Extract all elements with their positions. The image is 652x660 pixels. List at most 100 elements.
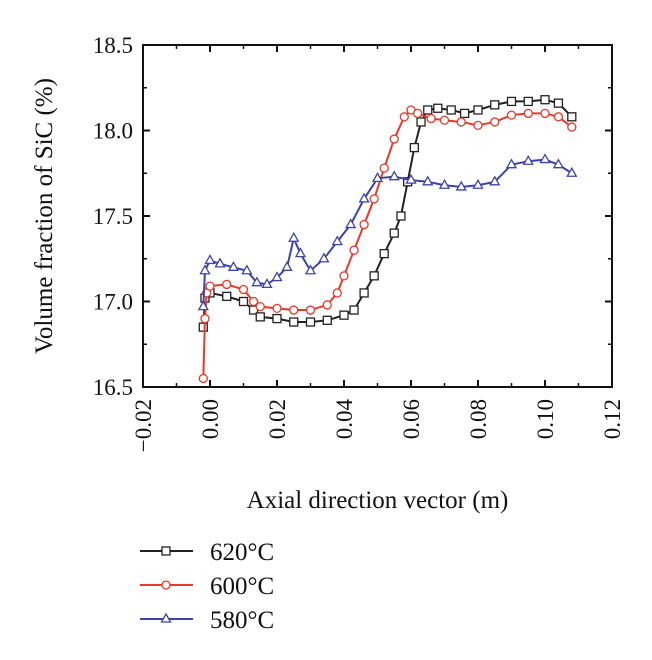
data-point xyxy=(318,252,330,263)
data-point xyxy=(238,284,249,295)
data-point xyxy=(455,180,467,191)
data-point xyxy=(322,315,332,325)
plot-area xyxy=(197,95,578,384)
data-point xyxy=(227,260,240,271)
x-tick-label: 0.12 xyxy=(600,399,625,439)
data-point xyxy=(567,122,577,132)
legend: 620°C 600°C 580°C xyxy=(140,539,274,634)
data-point xyxy=(332,288,342,298)
data-point xyxy=(523,96,533,107)
data-point xyxy=(459,108,470,119)
data-point xyxy=(456,117,466,127)
legend-marker xyxy=(161,546,171,556)
data-point xyxy=(339,271,349,281)
x-tick-label: 0.00 xyxy=(198,399,223,439)
data-point xyxy=(413,108,423,119)
data-point xyxy=(472,178,484,189)
data-point xyxy=(505,158,518,169)
data-point xyxy=(566,166,578,177)
data-point xyxy=(294,247,307,258)
data-point xyxy=(199,264,211,275)
data-point xyxy=(359,219,369,230)
series-line xyxy=(202,98,573,328)
series-0 xyxy=(198,95,577,332)
legend-marker xyxy=(161,580,171,590)
data-point xyxy=(281,260,293,271)
x-axis-title: Axial direction vector (m) xyxy=(247,487,509,514)
data-point xyxy=(345,218,357,229)
data-point xyxy=(409,142,420,153)
data-point xyxy=(439,115,450,125)
data-point xyxy=(200,313,210,324)
x-tick-label: 0.08 xyxy=(466,399,491,439)
data-point xyxy=(388,170,400,181)
data-point xyxy=(241,264,253,275)
x-tick-label: 0.06 xyxy=(399,399,424,439)
data-point xyxy=(446,105,456,115)
data-point xyxy=(540,95,550,105)
data-point xyxy=(389,134,399,144)
data-point xyxy=(369,271,379,281)
x-tick-label: 0.02 xyxy=(265,399,290,439)
data-point xyxy=(272,313,282,324)
axes: −0.02 0.00 0.02 0.04 0.06 0.08 0.10 0.12 16.5 17.… xyxy=(93,33,625,452)
data-point xyxy=(433,103,443,113)
series-line xyxy=(202,108,573,379)
data-point xyxy=(251,276,263,287)
data-point xyxy=(552,158,565,169)
data-point xyxy=(540,108,550,119)
data-point xyxy=(359,288,369,298)
data-point xyxy=(369,194,379,204)
y-tick-label: 18.5 xyxy=(93,33,133,58)
data-point xyxy=(567,112,577,122)
data-point xyxy=(255,312,265,322)
data-point xyxy=(379,248,389,259)
legend-marker xyxy=(160,612,172,623)
data-point xyxy=(349,245,359,255)
data-point xyxy=(289,317,299,327)
series-1 xyxy=(198,105,577,384)
data-point xyxy=(539,153,551,164)
data-point xyxy=(358,192,370,203)
data-point xyxy=(490,100,500,110)
data-point xyxy=(522,154,534,165)
data-point xyxy=(389,228,399,238)
data-point xyxy=(222,291,232,302)
x-tick-label: 0.10 xyxy=(533,399,558,439)
data-point xyxy=(271,271,283,282)
data-point xyxy=(426,113,436,124)
data-point xyxy=(473,120,483,131)
data-point xyxy=(205,281,215,291)
data-point xyxy=(305,305,316,315)
legend-item: 600°C xyxy=(140,573,274,600)
data-point xyxy=(304,264,317,275)
data-point xyxy=(553,112,564,122)
data-point xyxy=(272,303,282,313)
data-point xyxy=(198,373,208,384)
data-point xyxy=(331,235,343,246)
data-point xyxy=(339,310,349,320)
y-tick-label: 17.5 xyxy=(93,204,133,229)
data-point xyxy=(416,117,426,127)
data-point xyxy=(506,110,517,120)
data-point xyxy=(371,172,384,183)
data-point xyxy=(399,112,409,122)
legend-label: 580°C xyxy=(210,607,274,634)
data-point xyxy=(349,305,359,315)
y-tick-label: 17.0 xyxy=(93,290,133,315)
data-point xyxy=(379,163,389,173)
data-point xyxy=(214,257,226,268)
data-point xyxy=(198,322,208,332)
legend-item: 620°C xyxy=(140,539,274,566)
data-point xyxy=(204,254,216,265)
data-point xyxy=(422,175,434,186)
legend-label: 600°C xyxy=(210,573,274,600)
data-point xyxy=(322,300,332,310)
data-point xyxy=(396,211,406,221)
data-point xyxy=(197,300,209,311)
data-point xyxy=(248,296,259,307)
y-axis-title: Volume fraction of SiC (%) xyxy=(31,78,58,354)
data-point xyxy=(288,231,300,242)
y-tick-label: 18.0 xyxy=(93,119,133,144)
